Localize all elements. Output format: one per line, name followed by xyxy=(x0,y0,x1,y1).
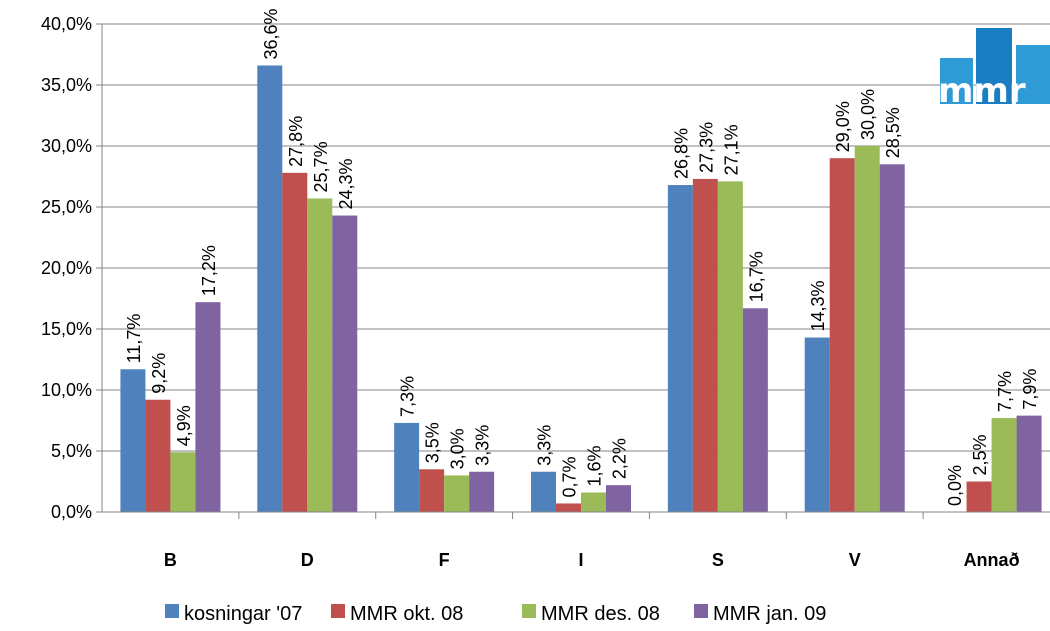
y-axis-ticks: 0,0% 5,0% 10,0% 15,0% 20,0% 25,0% 30,0% 35,0% 40… xyxy=(41,14,102,522)
legend-label: MMR okt. 08 xyxy=(350,603,463,625)
legend-label: MMR des. 08 xyxy=(541,603,660,625)
legend: kosningar '07 MMR okt. 08 MMR des. 08 MMR j… xyxy=(165,603,826,625)
y-tick-label: 40,0% xyxy=(41,14,92,34)
data-label: 7,3% xyxy=(398,376,418,417)
y-tick-label: 10,0% xyxy=(41,380,92,400)
data-labels: 11,7%9,2%4,9% 17,2% 36,6% 27,8%25,7% 24,3% 7,… xyxy=(124,8,1040,506)
y-tick-label: 35,0% xyxy=(41,75,92,95)
data-label: 24,3% xyxy=(336,158,356,209)
bar xyxy=(966,481,992,512)
bar xyxy=(469,471,495,512)
bar xyxy=(667,185,693,513)
data-label: 16,7% xyxy=(746,251,766,302)
data-label: 3,5% xyxy=(423,422,443,463)
bar xyxy=(742,308,768,512)
y-tick-label: 25,0% xyxy=(41,197,92,217)
legend-label: MMR jan. 09 xyxy=(713,603,826,625)
data-label: 27,3% xyxy=(696,122,716,173)
data-label: 27,1% xyxy=(721,124,741,175)
data-label: 2,5% xyxy=(970,434,990,475)
x-category-label: V xyxy=(849,550,861,570)
data-label: 2,2% xyxy=(610,438,630,479)
data-label: 29,0% xyxy=(833,101,853,152)
bar xyxy=(444,475,470,512)
x-category-label: B xyxy=(164,550,177,570)
data-label: 28,5% xyxy=(883,107,903,158)
data-label: 30,0% xyxy=(858,89,878,140)
bars xyxy=(120,65,1042,513)
bar xyxy=(581,492,606,512)
y-tick-label: 15,0% xyxy=(41,319,92,339)
data-label: 26,8% xyxy=(671,128,691,179)
bar xyxy=(991,418,1017,512)
data-label: 0,7% xyxy=(560,456,580,497)
bar xyxy=(804,337,830,512)
mmr-logo: mmr xyxy=(938,28,1050,111)
bar xyxy=(717,181,743,512)
data-label: 3,3% xyxy=(535,425,555,466)
x-axis-categories: B D F I S V Annað xyxy=(164,550,1020,570)
bar xyxy=(282,172,308,512)
bar xyxy=(332,215,358,513)
bar xyxy=(1016,415,1042,512)
data-label: 7,7% xyxy=(995,371,1015,412)
bar xyxy=(879,164,905,513)
data-label: 3,3% xyxy=(473,425,493,466)
data-label: 14,3% xyxy=(808,280,828,331)
bar xyxy=(394,422,420,512)
bar xyxy=(556,503,581,512)
y-tick-label: 30,0% xyxy=(41,136,92,156)
y-tick-label: 5,0% xyxy=(51,441,92,461)
data-label: 36,6% xyxy=(261,8,281,59)
data-label: 27,8% xyxy=(286,116,306,167)
data-label: 0,0% xyxy=(945,465,965,506)
legend-swatch xyxy=(331,604,345,618)
legend-swatch xyxy=(522,604,536,618)
x-category-label: Annað xyxy=(964,550,1020,570)
x-category-label: F xyxy=(439,550,450,570)
bar xyxy=(257,65,283,512)
bar xyxy=(120,369,146,512)
x-category-label: I xyxy=(578,550,583,570)
legend-label: kosningar '07 xyxy=(184,603,302,625)
y-tick-label: 20,0% xyxy=(41,258,92,278)
x-category-label: D xyxy=(301,550,314,570)
y-tick-label: 0,0% xyxy=(51,502,92,522)
data-label: 3,0% xyxy=(448,428,468,469)
gridlines xyxy=(102,23,1050,452)
x-category-label: S xyxy=(712,550,724,570)
bar xyxy=(531,471,556,512)
axes xyxy=(101,24,1050,519)
data-label: 11,7% xyxy=(124,314,144,364)
bar xyxy=(829,158,855,512)
bar xyxy=(606,485,631,512)
bar xyxy=(195,302,221,512)
bar xyxy=(145,399,171,512)
data-label: 1,6% xyxy=(585,445,605,486)
data-label: 17,2% xyxy=(199,245,219,296)
bar xyxy=(419,469,445,512)
data-label: 4,9% xyxy=(174,405,194,446)
legend-swatch xyxy=(694,604,708,618)
logo-text: mmr xyxy=(938,71,1026,111)
data-label: 9,2% xyxy=(149,353,169,394)
legend-swatch xyxy=(165,604,179,618)
bar xyxy=(307,198,333,512)
data-label: 7,9% xyxy=(1020,369,1040,410)
bar xyxy=(170,452,196,512)
bar xyxy=(854,146,880,512)
data-label: 25,7% xyxy=(311,141,331,192)
bar xyxy=(692,178,718,512)
